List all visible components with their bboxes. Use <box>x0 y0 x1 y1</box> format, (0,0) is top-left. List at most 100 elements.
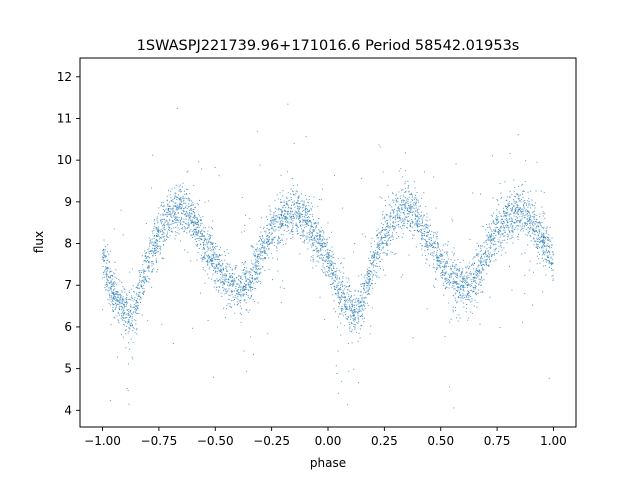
scatter-point <box>530 219 532 221</box>
scatter-point <box>355 307 357 309</box>
scatter-point <box>234 281 236 283</box>
scatter-point <box>501 196 503 198</box>
scatter-point <box>450 276 452 278</box>
scatter-point <box>288 207 290 209</box>
scatter-point <box>365 287 367 289</box>
scatter-point <box>510 223 512 225</box>
scatter-point <box>319 257 321 259</box>
scatter-point <box>123 324 125 326</box>
scatter-point <box>336 286 338 288</box>
scatter-point <box>405 216 407 218</box>
scatter-point <box>375 265 377 267</box>
scatter-point <box>337 292 339 294</box>
scatter-point <box>317 250 319 252</box>
scatter-point <box>237 295 239 297</box>
scatter-point <box>508 234 510 236</box>
scatter-point <box>117 311 119 313</box>
scatter-point <box>453 273 455 275</box>
scatter-point <box>460 300 462 302</box>
scatter-point <box>463 290 465 292</box>
scatter-point <box>436 260 438 262</box>
scatter-point <box>380 231 382 233</box>
scatter-point <box>258 240 260 242</box>
scatter-point <box>171 231 173 233</box>
scatter-point <box>292 184 294 186</box>
scatter-point <box>234 312 236 314</box>
scatter-point <box>180 220 182 222</box>
scatter-point <box>377 251 379 253</box>
scatter-point <box>546 226 548 228</box>
scatter-point <box>315 240 317 242</box>
scatter-point <box>111 298 113 300</box>
scatter-point <box>529 213 531 215</box>
scatter-point <box>336 270 338 272</box>
scatter-point <box>383 242 385 244</box>
scatter-point <box>411 192 413 194</box>
scatter-point <box>113 295 115 297</box>
scatter-point <box>482 263 484 265</box>
scatter-point <box>159 220 161 222</box>
scatter-point <box>262 251 264 253</box>
scatter-point <box>218 262 220 264</box>
scatter-point <box>105 276 107 278</box>
scatter-point <box>135 286 137 288</box>
scatter-point <box>132 312 134 314</box>
scatter-point <box>403 205 405 207</box>
scatter-point <box>210 259 212 261</box>
scatter-point <box>153 219 155 221</box>
scatter-point <box>519 225 521 227</box>
scatter-point <box>199 236 201 238</box>
scatter-point <box>478 271 480 273</box>
scatter-point <box>402 225 404 227</box>
scatter-point <box>380 222 382 224</box>
scatter-point <box>138 313 140 315</box>
scatter-point <box>513 222 515 224</box>
scatter-point <box>454 288 456 290</box>
scatter-point <box>300 200 302 202</box>
scatter-point <box>109 295 111 297</box>
scatter-point <box>269 224 271 226</box>
scatter-point <box>531 224 533 226</box>
scatter-point <box>414 230 416 232</box>
scatter-point <box>304 220 306 222</box>
scatter-point <box>175 192 177 194</box>
scatter-point <box>285 203 287 205</box>
scatter-point <box>495 231 497 233</box>
scatter-point <box>179 197 181 199</box>
scatter-point <box>500 221 502 223</box>
scatter-point <box>286 201 288 203</box>
scatter-point <box>136 328 138 330</box>
scatter-point <box>476 273 478 275</box>
scatter-point <box>222 286 224 288</box>
scatter-point <box>520 213 522 215</box>
scatter-point <box>162 231 164 233</box>
scatter-point <box>348 279 350 281</box>
scatter-point <box>461 272 463 274</box>
scatter-point <box>518 220 520 222</box>
scatter-point <box>295 215 297 217</box>
scatter-point <box>319 234 321 236</box>
scatter-point <box>250 282 252 284</box>
scatter-point <box>182 213 184 215</box>
scatter-point <box>159 253 161 255</box>
scatter-point <box>506 221 508 223</box>
scatter-point <box>326 266 328 268</box>
scatter-point <box>327 272 329 274</box>
scatter-point <box>103 248 105 250</box>
scatter-point <box>396 201 398 203</box>
scatter-point <box>454 297 456 299</box>
scatter-point <box>245 283 247 285</box>
scatter-point <box>400 219 402 221</box>
scatter-point <box>221 275 223 277</box>
scatter-point <box>197 204 199 206</box>
scatter-point <box>340 263 342 265</box>
scatter-point <box>480 272 482 274</box>
scatter-point <box>401 236 403 238</box>
scatter-point <box>283 214 285 216</box>
scatter-point <box>224 259 226 261</box>
scatter-point <box>282 190 284 192</box>
scatter-point <box>350 331 352 333</box>
scatter-point <box>238 275 240 277</box>
scatter-point <box>147 275 149 277</box>
scatter-point <box>411 214 413 216</box>
